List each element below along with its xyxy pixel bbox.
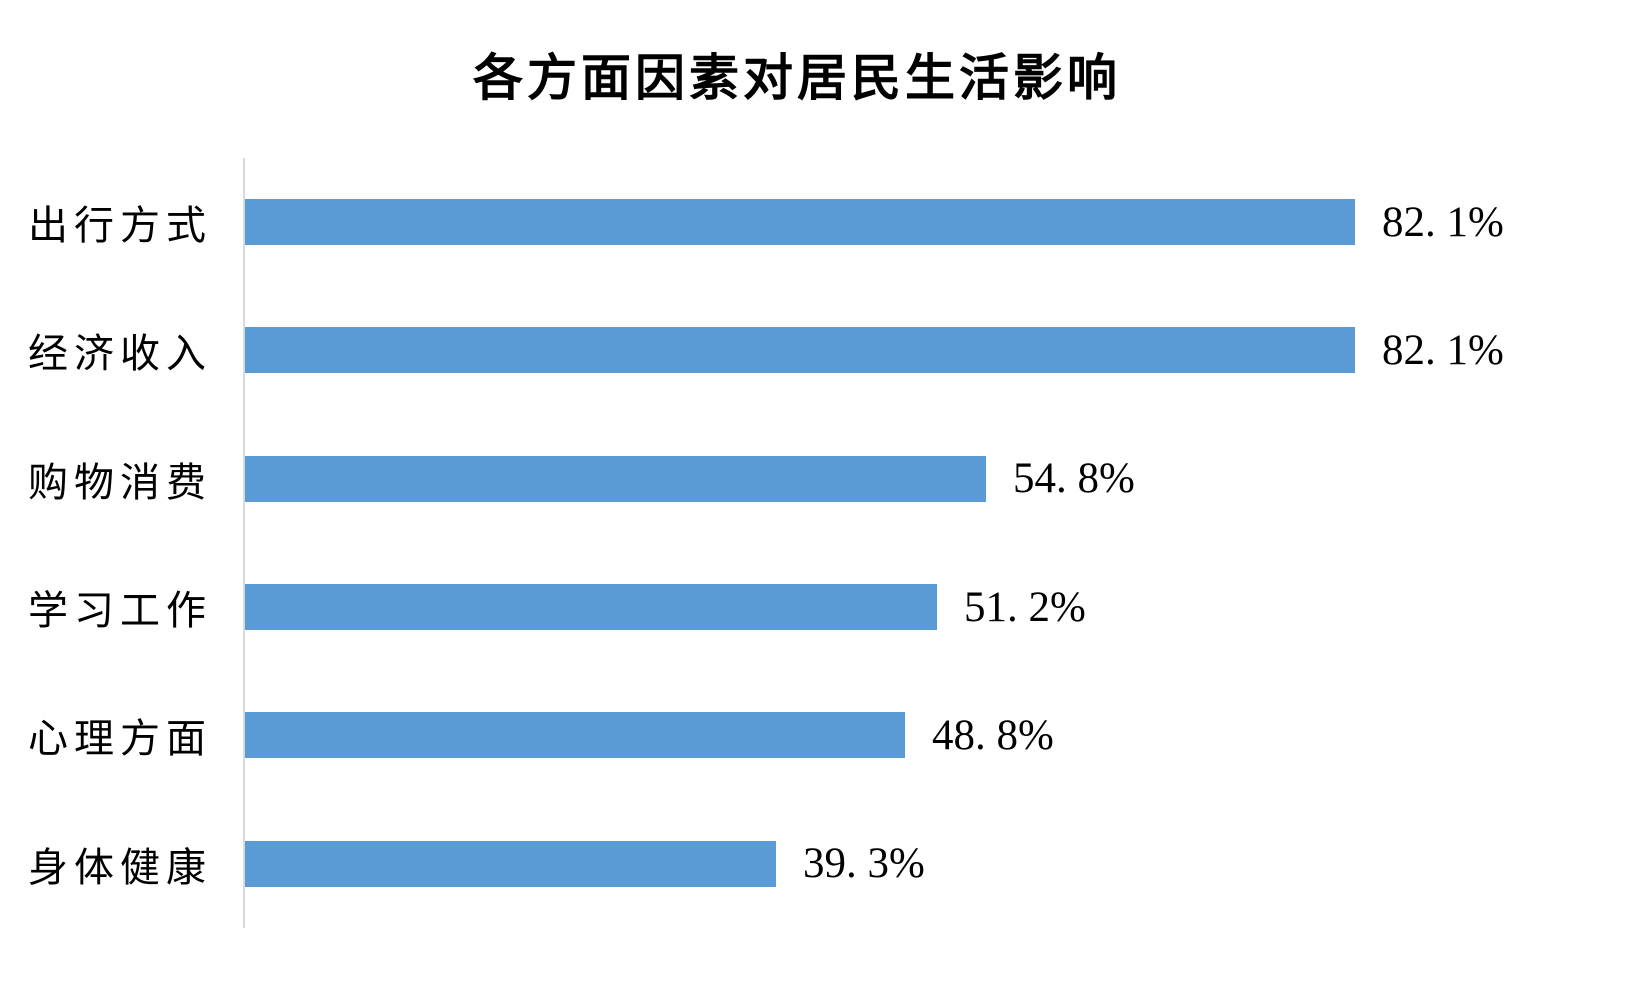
category-axis-line xyxy=(243,158,245,928)
plot-area: 出行方式 82. 1% 经济收入 82. 1% 购物消费 54. 8% 学习工作… xyxy=(0,158,1650,928)
value-label: 82. 1% xyxy=(1382,326,1504,374)
bar-track: 39. 3% xyxy=(245,800,1650,928)
bar-track: 48. 8% xyxy=(245,671,1650,799)
category-label: 学习工作 xyxy=(28,588,212,634)
bar-row: 购物消费 54. 8% xyxy=(0,415,1650,543)
bars-area: 出行方式 82. 1% 经济收入 82. 1% 购物消费 54. 8% 学习工作… xyxy=(0,158,1650,928)
bar xyxy=(245,327,1355,374)
category-label: 出行方式 xyxy=(28,203,212,249)
category-label: 身体健康 xyxy=(28,844,212,890)
category-label: 经济收入 xyxy=(28,331,212,377)
value-label: 82. 1% xyxy=(1382,198,1504,246)
bar-row: 经济收入 82. 1% xyxy=(0,286,1650,414)
bar-row: 出行方式 82. 1% xyxy=(0,158,1650,286)
bar-track: 82. 1% xyxy=(245,286,1650,414)
bar xyxy=(245,840,776,887)
bar-row: 身体健康 39. 3% xyxy=(0,800,1650,928)
bar xyxy=(245,584,937,631)
bar xyxy=(245,712,905,759)
category-label: 心理方面 xyxy=(28,716,212,762)
value-label: 54. 8% xyxy=(1013,455,1135,503)
chart-title: 各方面因素对居民生活影响 xyxy=(473,50,1121,106)
value-label: 48. 8% xyxy=(932,711,1054,759)
bar-row: 心理方面 48. 8% xyxy=(0,671,1650,799)
bar xyxy=(245,199,1355,246)
bar-track: 82. 1% xyxy=(245,158,1650,286)
bar-track: 51. 2% xyxy=(245,543,1650,671)
bar-track: 54. 8% xyxy=(245,415,1650,543)
bar-row: 学习工作 51. 2% xyxy=(0,543,1650,671)
value-label: 39. 3% xyxy=(803,840,925,888)
category-label: 购物消费 xyxy=(28,459,212,505)
value-label: 51. 2% xyxy=(964,583,1086,631)
bar xyxy=(245,455,986,502)
